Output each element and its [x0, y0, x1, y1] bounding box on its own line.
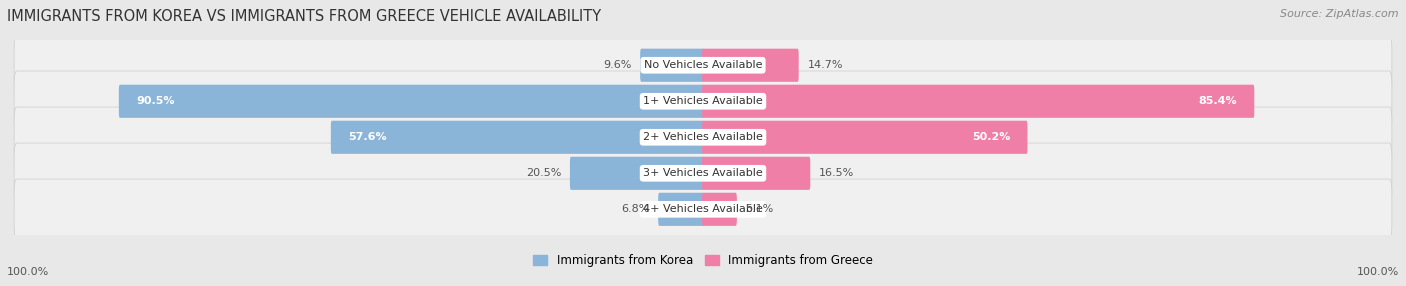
- FancyBboxPatch shape: [330, 121, 704, 154]
- FancyBboxPatch shape: [14, 35, 1392, 96]
- Text: 100.0%: 100.0%: [1357, 267, 1399, 277]
- Text: 6.8%: 6.8%: [621, 204, 650, 214]
- Text: 5.1%: 5.1%: [745, 204, 773, 214]
- Text: 90.5%: 90.5%: [136, 96, 174, 106]
- Text: 3+ Vehicles Available: 3+ Vehicles Available: [643, 168, 763, 178]
- FancyBboxPatch shape: [702, 85, 1254, 118]
- Text: 57.6%: 57.6%: [347, 132, 387, 142]
- FancyBboxPatch shape: [569, 157, 704, 190]
- Text: 20.5%: 20.5%: [526, 168, 561, 178]
- Text: Source: ZipAtlas.com: Source: ZipAtlas.com: [1281, 9, 1399, 19]
- FancyBboxPatch shape: [120, 85, 704, 118]
- FancyBboxPatch shape: [640, 49, 704, 82]
- Text: IMMIGRANTS FROM KOREA VS IMMIGRANTS FROM GREECE VEHICLE AVAILABILITY: IMMIGRANTS FROM KOREA VS IMMIGRANTS FROM…: [7, 9, 602, 23]
- FancyBboxPatch shape: [14, 143, 1392, 204]
- FancyBboxPatch shape: [702, 49, 799, 82]
- FancyBboxPatch shape: [14, 107, 1392, 168]
- FancyBboxPatch shape: [702, 121, 1028, 154]
- Text: 100.0%: 100.0%: [7, 267, 49, 277]
- Text: 2+ Vehicles Available: 2+ Vehicles Available: [643, 132, 763, 142]
- FancyBboxPatch shape: [658, 193, 704, 226]
- Text: 50.2%: 50.2%: [972, 132, 1011, 142]
- FancyBboxPatch shape: [702, 157, 810, 190]
- FancyBboxPatch shape: [702, 193, 737, 226]
- Text: 9.6%: 9.6%: [603, 60, 631, 70]
- Text: 16.5%: 16.5%: [818, 168, 855, 178]
- Text: 85.4%: 85.4%: [1198, 96, 1237, 106]
- FancyBboxPatch shape: [14, 71, 1392, 132]
- Text: No Vehicles Available: No Vehicles Available: [644, 60, 762, 70]
- Text: 4+ Vehicles Available: 4+ Vehicles Available: [643, 204, 763, 214]
- Text: 1+ Vehicles Available: 1+ Vehicles Available: [643, 96, 763, 106]
- Text: 14.7%: 14.7%: [807, 60, 842, 70]
- Legend: Immigrants from Korea, Immigrants from Greece: Immigrants from Korea, Immigrants from G…: [529, 249, 877, 271]
- FancyBboxPatch shape: [14, 179, 1392, 240]
